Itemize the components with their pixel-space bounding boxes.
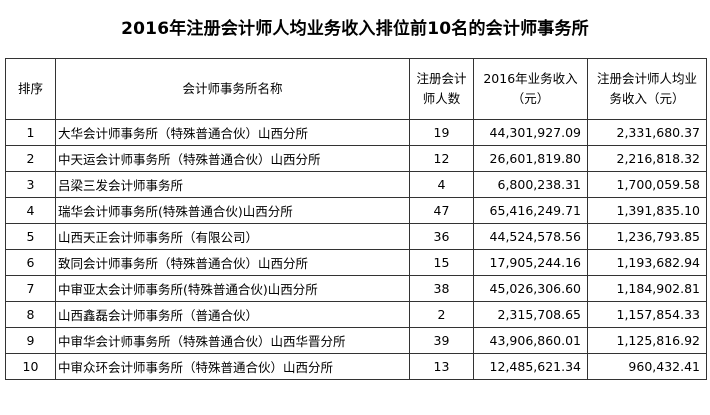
page-title: 2016年注册会计师人均业务收入排位前10名的会计师事务所 (121, 19, 589, 39)
cell-revenue: 45,026,306.60 (473, 275, 588, 302)
cell-avg-revenue: 1,157,854.33 (587, 301, 707, 328)
cell-firm-name: 致同会计师事务所（特殊普通合伙）山西分所 (55, 249, 410, 276)
table-row: 3 吕梁三发会计师事务所 4 6,800,238.31 1,700,059.58 (5, 171, 707, 198)
cell-rank: 1 (5, 119, 56, 146)
cell-cpa-count: 4 (409, 171, 474, 198)
cell-rank: 6 (5, 249, 56, 276)
table-header-row: 排序 会计师事务所名称 注册会计师人数 2016年业务收入（元） 注册会计师人均… (5, 58, 707, 120)
cell-firm-name: 大华会计师事务所（特殊普通合伙）山西分所 (55, 119, 410, 146)
cell-revenue: 44,524,578.56 (473, 223, 588, 250)
cell-rank: 9 (5, 327, 56, 354)
header-rank: 排序 (5, 58, 56, 120)
cell-firm-name: 吕梁三发会计师事务所 (55, 171, 410, 198)
cell-cpa-count: 38 (409, 275, 474, 302)
table-row: 7 中审亚太会计师事务所(特殊普通合伙)山西分所 38 45,026,306.60 1,… (5, 275, 707, 302)
cell-revenue: 17,905,244.16 (473, 249, 588, 276)
header-cpa-count: 注册会计师人数 (409, 58, 474, 120)
cell-revenue: 65,416,249.71 (473, 197, 588, 224)
cell-firm-name: 瑞华会计师事务所(特殊普通合伙)山西分所 (55, 197, 410, 224)
cell-rank: 10 (5, 353, 56, 380)
cell-rank: 8 (5, 301, 56, 328)
header-avg-revenue: 注册会计师人均业务收入（元） (587, 58, 707, 120)
cell-avg-revenue: 2,331,680.37 (587, 119, 707, 146)
cell-revenue: 26,601,819.80 (473, 145, 588, 172)
table-row: 6 致同会计师事务所（特殊普通合伙）山西分所 15 17,905,244.16 1,19… (5, 249, 707, 276)
cell-revenue: 12,485,621.34 (473, 353, 588, 380)
cell-rank: 2 (5, 145, 56, 172)
table-row: 1 大华会计师事务所（特殊普通合伙）山西分所 19 44,301,927.09 2,33… (5, 119, 707, 146)
table-row: 10 中审众环会计师事务所（特殊普通合伙）山西分所 13 12,485,621.34 9… (5, 353, 707, 380)
cell-cpa-count: 19 (409, 119, 474, 146)
cell-rank: 3 (5, 171, 56, 198)
table-row: 2 中天运会计师事务所（特殊普通合伙）山西分所 12 26,601,819.80 2,2… (5, 145, 707, 172)
cell-cpa-count: 2 (409, 301, 474, 328)
cell-avg-revenue: 1,391,835.10 (587, 197, 707, 224)
cell-rank: 5 (5, 223, 56, 250)
cell-revenue: 44,301,927.09 (473, 119, 588, 146)
cell-rank: 4 (5, 197, 56, 224)
cell-firm-name: 山西鑫磊会计师事务所（普通合伙） (55, 301, 410, 328)
cell-cpa-count: 15 (409, 249, 474, 276)
cell-avg-revenue: 1,193,682.94 (587, 249, 707, 276)
cell-revenue: 43,906,860.01 (473, 327, 588, 354)
table-body: 1 大华会计师事务所（特殊普通合伙）山西分所 19 44,301,927.09 2,33… (5, 119, 707, 380)
cell-revenue: 2,315,708.65 (473, 301, 588, 328)
cell-avg-revenue: 1,125,816.92 (587, 327, 707, 354)
table-row: 5 山西天正会计师事务所（有限公司） 36 44,524,578.56 1,236,79… (5, 223, 707, 250)
ranking-table: 排序 会计师事务所名称 注册会计师人数 2016年业务收入（元） 注册会计师人均… (5, 58, 707, 380)
cell-firm-name: 中审华会计师事务所（特殊普通合伙）山西华晋分所 (55, 327, 410, 354)
cell-cpa-count: 13 (409, 353, 474, 380)
header-firm-name: 会计师事务所名称 (55, 58, 410, 120)
cell-revenue: 6,800,238.31 (473, 171, 588, 198)
cell-rank: 7 (5, 275, 56, 302)
cell-cpa-count: 12 (409, 145, 474, 172)
cell-avg-revenue: 1,236,793.85 (587, 223, 707, 250)
cell-firm-name: 中审众环会计师事务所（特殊普通合伙）山西分所 (55, 353, 410, 380)
table-row: 8 山西鑫磊会计师事务所（普通合伙） 2 2,315,708.65 1,157,854.… (5, 301, 707, 328)
cell-cpa-count: 36 (409, 223, 474, 250)
table-row: 9 中审华会计师事务所（特殊普通合伙）山西华晋分所 39 43,906,860.01 1… (5, 327, 707, 354)
cell-firm-name: 山西天正会计师事务所（有限公司） (55, 223, 410, 250)
cell-avg-revenue: 960,432.41 (587, 353, 707, 380)
cell-cpa-count: 39 (409, 327, 474, 354)
table-row: 4 瑞华会计师事务所(特殊普通合伙)山西分所 47 65,416,249.71 1,39… (5, 197, 707, 224)
cell-cpa-count: 47 (409, 197, 474, 224)
cell-firm-name: 中审亚太会计师事务所(特殊普通合伙)山西分所 (55, 275, 410, 302)
cell-firm-name: 中天运会计师事务所（特殊普通合伙）山西分所 (55, 145, 410, 172)
cell-avg-revenue: 1,700,059.58 (587, 171, 707, 198)
cell-avg-revenue: 2,216,818.32 (587, 145, 707, 172)
header-revenue: 2016年业务收入（元） (473, 58, 588, 120)
cell-avg-revenue: 1,184,902.81 (587, 275, 707, 302)
